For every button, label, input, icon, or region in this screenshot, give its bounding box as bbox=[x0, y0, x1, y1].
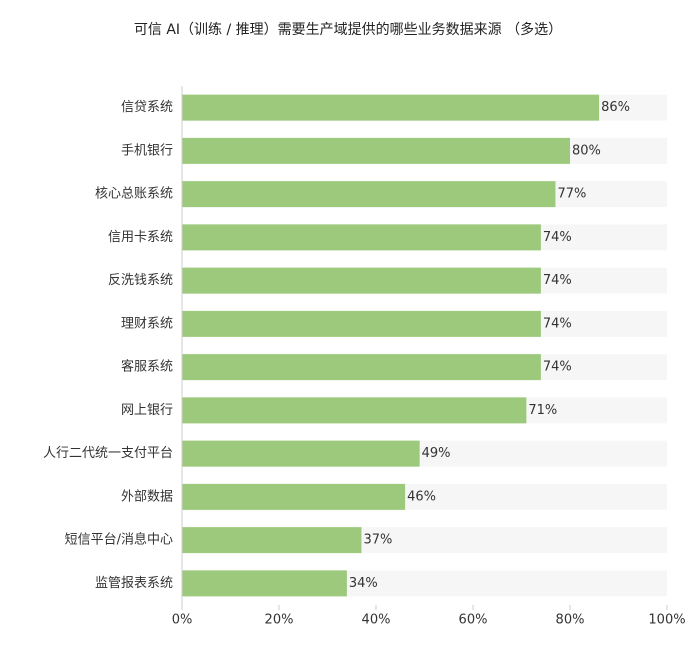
bar bbox=[182, 483, 406, 510]
y-tick-label: 反洗钱系统 bbox=[108, 273, 173, 288]
x-tick-label: 0% bbox=[172, 613, 193, 628]
bar bbox=[182, 527, 362, 554]
bar bbox=[182, 181, 556, 208]
bar bbox=[182, 267, 541, 294]
x-tick-label: 40% bbox=[362, 613, 391, 628]
value-label: 80% bbox=[572, 143, 601, 158]
y-tick-label: 网上银行 bbox=[121, 403, 173, 418]
x-tick-label: 60% bbox=[459, 613, 488, 628]
value-label: 74% bbox=[543, 273, 572, 288]
bar bbox=[182, 94, 600, 121]
y-tick-label: 监管报表系统 bbox=[95, 576, 173, 591]
bar bbox=[182, 224, 541, 251]
value-label: 74% bbox=[543, 230, 572, 245]
value-label: 49% bbox=[422, 446, 451, 461]
bar bbox=[182, 570, 347, 597]
y-tick-label: 信贷系统 bbox=[121, 100, 173, 115]
y-tick-label: 客服系统 bbox=[121, 359, 173, 375]
value-label: 71% bbox=[528, 403, 557, 418]
x-tick-label: 100% bbox=[648, 613, 685, 628]
bar bbox=[182, 440, 420, 467]
value-label: 74% bbox=[543, 316, 572, 331]
value-label: 46% bbox=[407, 489, 436, 504]
x-tick-label: 20% bbox=[265, 613, 294, 628]
y-tick-label: 外部数据 bbox=[121, 489, 173, 504]
bar bbox=[182, 397, 527, 424]
value-label: 37% bbox=[363, 533, 392, 548]
y-tick-label: 信用卡系统 bbox=[108, 230, 173, 245]
value-label: 74% bbox=[543, 360, 572, 375]
value-label: 86% bbox=[601, 100, 630, 115]
y-tick-label: 人行二代统一支付平台 bbox=[43, 446, 173, 461]
y-tick-label: 理财系统 bbox=[121, 316, 173, 331]
chart-title: 可信 AI（训练 / 推理）需要生产域提供的哪些业务数据来源 （多选） bbox=[134, 21, 562, 38]
value-label: 77% bbox=[557, 187, 586, 202]
bar bbox=[182, 310, 541, 337]
bar bbox=[182, 137, 570, 164]
x-tick-label: 80% bbox=[556, 613, 585, 628]
bar bbox=[182, 354, 541, 381]
value-label: 34% bbox=[349, 576, 378, 591]
y-tick-label: 核心总账系统 bbox=[95, 187, 173, 202]
y-tick-label: 手机银行 bbox=[121, 143, 173, 158]
y-tick-label: 短信平台/消息中心 bbox=[65, 532, 173, 548]
